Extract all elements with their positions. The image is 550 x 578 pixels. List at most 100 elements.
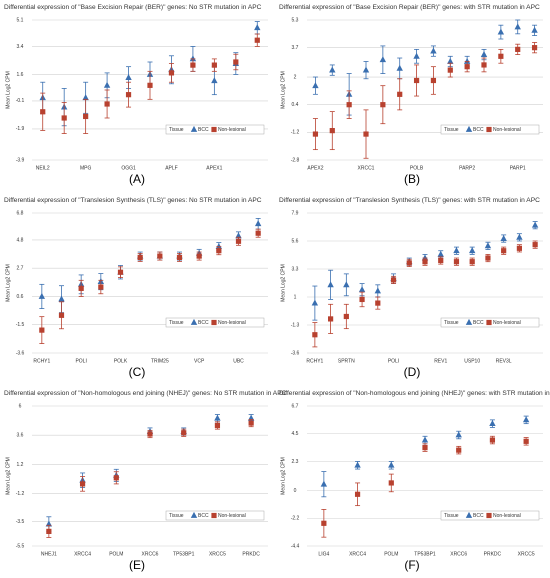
y-tick-label: 2.7 (17, 266, 24, 272)
square-marker (485, 255, 491, 261)
y-tick-label: -1.3 (291, 322, 300, 328)
square-marker (531, 45, 538, 51)
square-marker (390, 277, 397, 283)
triangle-marker (396, 64, 403, 71)
y-tick-label: 1.2 (17, 462, 24, 468)
y-tick-label: -2.2 (291, 516, 300, 522)
panel-label: (E) (129, 558, 145, 572)
square-marker (211, 512, 217, 519)
panel-label: (F) (404, 558, 419, 572)
legend-label: Non-lesional (493, 320, 521, 326)
square-marker (233, 59, 239, 65)
panel: Differential expression of "Base Excisio… (4, 4, 268, 186)
y-tick-label: 5.3 (292, 17, 299, 23)
square-marker (40, 109, 46, 115)
square-marker (515, 46, 521, 52)
y-tick-label: 3.7 (292, 45, 299, 51)
y-tick-label: 0.6 (17, 294, 24, 300)
triangle-marker (38, 292, 46, 299)
x-tick-label: POLM (384, 551, 398, 557)
y-tick-label: -4.4 (291, 543, 300, 549)
y-axis-label: Mean Log2 CPM (5, 457, 11, 495)
x-tick-label: XRCC4 (349, 551, 366, 557)
triangle-marker (465, 318, 473, 325)
triangle-marker (455, 431, 462, 438)
triangle-marker (354, 461, 361, 468)
square-marker (78, 285, 84, 291)
y-tick-label: 6 (19, 403, 22, 409)
panel: Differential expression of "Translesion … (279, 197, 543, 379)
square-marker (211, 126, 217, 133)
chart-title: Differential expression of "Translesion … (279, 197, 540, 204)
chart-title: Differential expression of "Translesion … (4, 197, 262, 204)
x-tick-label: PARP2 (459, 165, 475, 171)
x-tick-label: XRCC5 (209, 551, 226, 557)
square-marker (486, 512, 492, 519)
square-marker (321, 520, 327, 526)
triangle-marker (211, 77, 218, 84)
legend-label: Non-lesional (493, 127, 521, 133)
square-marker (375, 300, 381, 306)
square-marker (328, 316, 334, 322)
x-tick-label: XRCC6 (450, 551, 467, 557)
triangle-marker (497, 28, 505, 35)
triangle-marker (379, 56, 387, 63)
square-marker (312, 332, 318, 338)
square-marker (453, 259, 460, 265)
square-marker (464, 64, 470, 70)
square-marker (104, 101, 110, 107)
square-marker (486, 126, 492, 133)
triangle-marker (327, 281, 334, 288)
square-marker (516, 245, 522, 251)
x-tick-label: POLK (114, 358, 128, 364)
square-marker (211, 319, 217, 326)
triangle-marker (214, 414, 221, 421)
triangle-marker (469, 247, 476, 254)
y-tick-label: 0 (294, 488, 297, 494)
square-marker (211, 62, 217, 68)
y-tick-label: 7.9 (292, 210, 299, 216)
x-tick-label: POLI (75, 358, 86, 364)
square-marker (532, 242, 538, 248)
triangle-marker (522, 416, 530, 423)
panel: Differential expression of "Non-homologo… (279, 390, 550, 572)
triangle-marker (189, 55, 197, 62)
legend-label: BCC (198, 320, 209, 326)
triangle-marker (311, 299, 319, 306)
square-marker (312, 131, 319, 137)
y-tick-label: -3.9 (16, 157, 25, 163)
panel-label: (D) (404, 365, 421, 379)
triangle-marker (489, 420, 496, 427)
square-marker (388, 480, 394, 486)
square-marker (168, 70, 175, 76)
x-tick-label: SPRTN (338, 358, 355, 364)
square-marker (447, 67, 453, 73)
square-marker (46, 528, 52, 534)
y-tick-label: 5.6 (292, 238, 299, 244)
triangle-marker (343, 281, 350, 288)
square-marker (235, 238, 242, 244)
triangle-marker (514, 23, 521, 30)
triangle-marker (465, 511, 473, 518)
square-marker (498, 53, 504, 59)
y-tick-label: -1.9 (16, 126, 25, 132)
x-tick-label: NHEJ1 (41, 551, 57, 557)
chart-title: Differential expression of "Base Excisio… (279, 4, 540, 11)
y-axis-label: Mean Log2 CPM (280, 457, 286, 495)
triangle-marker (500, 234, 507, 241)
square-marker (214, 422, 221, 429)
x-tick-label: POLM (109, 551, 123, 557)
x-tick-label: APLF (165, 165, 178, 171)
y-axis-label: Mean Log2 CPM (280, 71, 286, 109)
panel: Differential expression of "Base Excisio… (279, 4, 543, 186)
square-marker (255, 230, 261, 236)
square-marker (486, 319, 492, 326)
triangle-marker (125, 73, 132, 80)
square-marker (422, 445, 428, 451)
y-tick-label: -3.6 (291, 350, 300, 356)
square-marker (489, 437, 496, 443)
square-marker (61, 115, 67, 121)
x-tick-label: VCP (194, 358, 205, 364)
square-marker (359, 296, 365, 303)
